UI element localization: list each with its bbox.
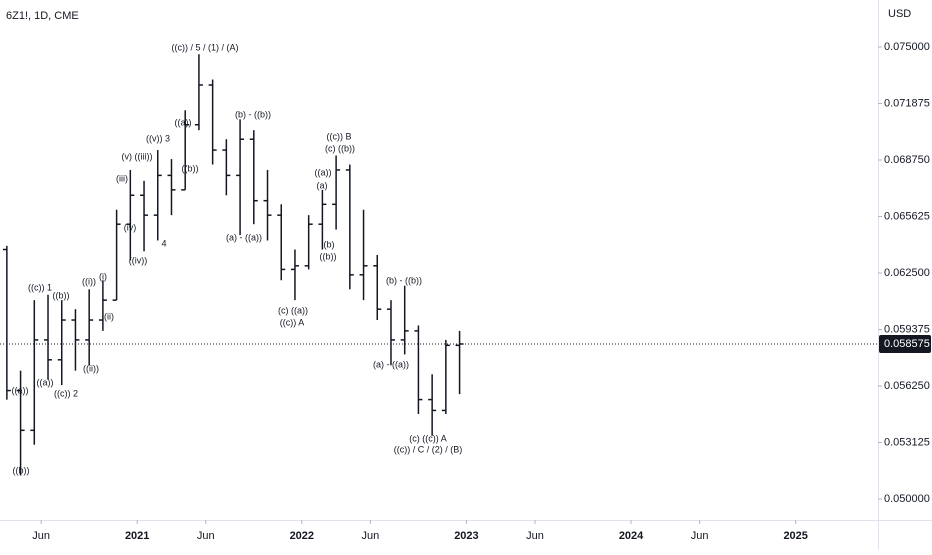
wave-label: ((v)) 3	[146, 133, 170, 143]
x-tick-label: Jun	[362, 530, 380, 542]
wave-label: (c) ((c)) A	[409, 433, 447, 443]
y-axis-label: USD	[888, 8, 911, 20]
x-tick-label: Jun	[691, 530, 709, 542]
x-tick-label: Jun	[526, 530, 544, 542]
y-tick-label: 0.075000	[884, 41, 930, 53]
wave-label: ((c)) A	[280, 317, 305, 327]
wave-label: (a) - ((a))	[226, 232, 262, 242]
y-tick-label: 0.065625	[884, 210, 930, 222]
wave-label: (b) - ((b))	[386, 275, 422, 285]
wave-label: ((c)) 2	[54, 388, 78, 398]
y-tick-label: 0.056250	[884, 380, 930, 392]
x-tick-label: 2022	[290, 530, 314, 542]
wave-label: ((b))	[53, 290, 70, 300]
wave-label: (a) - ((a))	[373, 359, 409, 369]
wave-label: 4	[161, 238, 166, 248]
wave-label: ((a))	[315, 167, 332, 177]
wave-label: (b) - ((b))	[235, 109, 271, 119]
wave-label: ((b))	[182, 163, 199, 173]
wave-label: (v) ((iii))	[122, 151, 153, 161]
wave-label: (c) ((b))	[325, 143, 355, 153]
wave-label: ((c)) / C / (2) / (B)	[394, 444, 463, 454]
wave-label: ((c)) B	[327, 131, 352, 141]
wave-label: (ii)	[104, 311, 114, 321]
wave-label: ((c)) 1	[28, 282, 52, 292]
wave-label: ((c)) / 5 / (1) / (A)	[172, 42, 239, 52]
x-tick-label: 2021	[125, 530, 149, 542]
y-tick-label: 0.053125	[884, 436, 930, 448]
wave-label: ((ii))	[83, 363, 99, 373]
wave-label: ((iv))	[129, 255, 148, 265]
wave-label: (b)	[324, 239, 335, 249]
y-tick-label: 0.068750	[884, 154, 930, 166]
x-tick-label: Jun	[32, 530, 50, 542]
x-tick-label: 2024	[619, 530, 644, 542]
x-tick-label: 2023	[454, 530, 478, 542]
y-tick-label: 0.050000	[884, 493, 930, 505]
y-tick-label: 0.071875	[884, 97, 930, 109]
wave-label: ((a))	[175, 117, 192, 127]
wave-label: (iv)	[124, 222, 137, 232]
last-price-box	[879, 334, 931, 353]
wave-label: (a)	[317, 180, 328, 190]
x-tick-label: Jun	[197, 530, 215, 542]
y-tick-label: 0.059375	[884, 323, 930, 335]
wave-label: ((b))	[320, 251, 337, 261]
x-tick-label: 2025	[783, 530, 807, 542]
wave-label: (i)	[99, 271, 107, 281]
wave-label: ((b))	[13, 465, 30, 475]
chart-title: 6Z1!, 1D, CME	[6, 10, 79, 22]
last-price-label: 0.058575	[884, 338, 930, 350]
y-tick-label: 0.062500	[884, 267, 930, 279]
wave-label: ((i))	[82, 276, 96, 286]
wave-label: (c) ((a))	[278, 305, 308, 315]
wave-label: ((a))	[37, 377, 54, 387]
wave-label: (iii)	[116, 173, 128, 183]
wave-label: ((a))	[12, 385, 29, 395]
